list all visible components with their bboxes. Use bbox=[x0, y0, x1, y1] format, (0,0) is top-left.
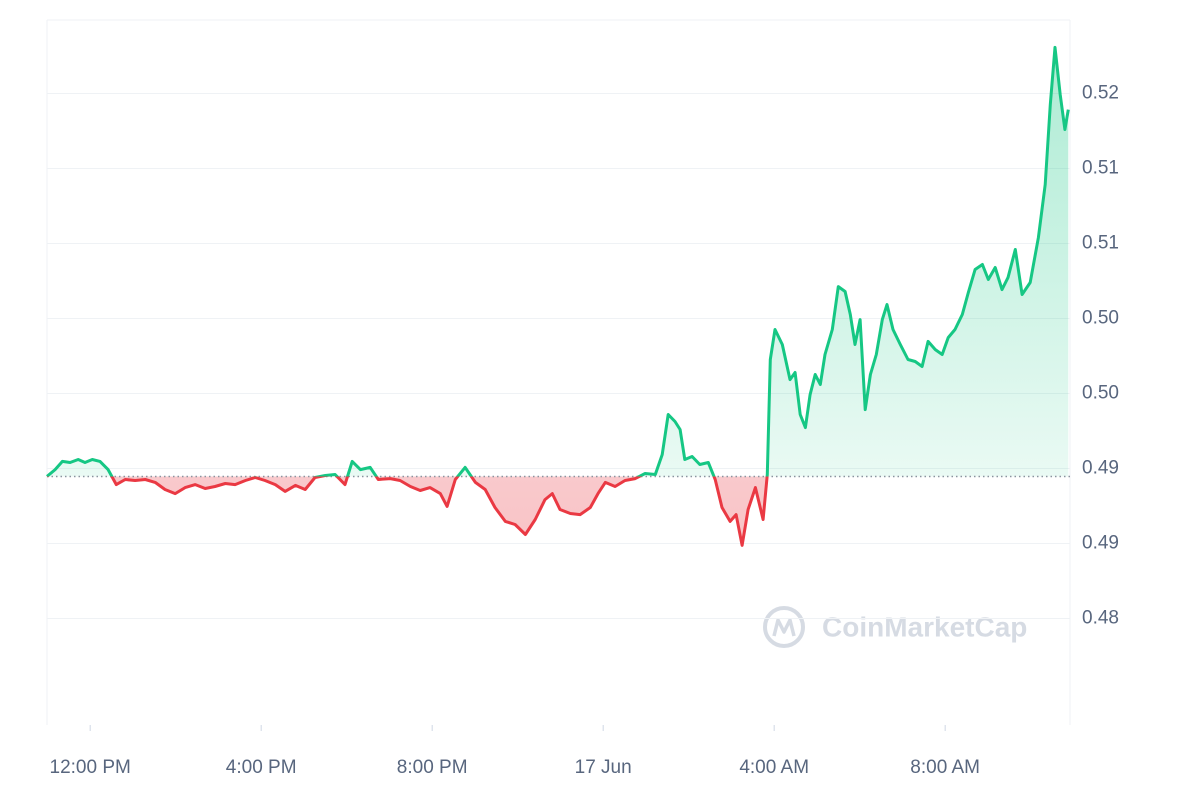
y-tick-label: 0.50 bbox=[1082, 308, 1119, 329]
watermark: CoinMarketCap bbox=[763, 606, 1027, 648]
y-tick-label: 0.48 bbox=[1082, 608, 1119, 629]
x-tick-label: 4:00 AM bbox=[739, 757, 809, 778]
y-tick-label: 0.49 bbox=[1082, 533, 1119, 554]
y-tick-label: 0.52 bbox=[1082, 83, 1119, 104]
watermark-text: CoinMarketCap bbox=[822, 611, 1027, 642]
x-tick-label: 4:00 PM bbox=[226, 757, 297, 778]
price-line-below bbox=[47, 476, 769, 547]
area-above bbox=[47, 47, 1069, 477]
y-tick-label: 0.51 bbox=[1082, 158, 1119, 179]
y-tick-label: 0.51 bbox=[1082, 233, 1119, 254]
area-below bbox=[111, 476, 768, 546]
x-tick-label: 8:00 AM bbox=[910, 757, 980, 778]
y-tick-label: 0.49 bbox=[1082, 458, 1119, 479]
y-tick-label: 0.50 bbox=[1082, 383, 1119, 404]
x-tick-label: 12:00 PM bbox=[50, 757, 131, 778]
x-tick-label: 17 Jun bbox=[575, 757, 632, 778]
x-tick-label: 8:00 PM bbox=[397, 757, 468, 778]
price-line-above bbox=[46, 45, 1070, 477]
